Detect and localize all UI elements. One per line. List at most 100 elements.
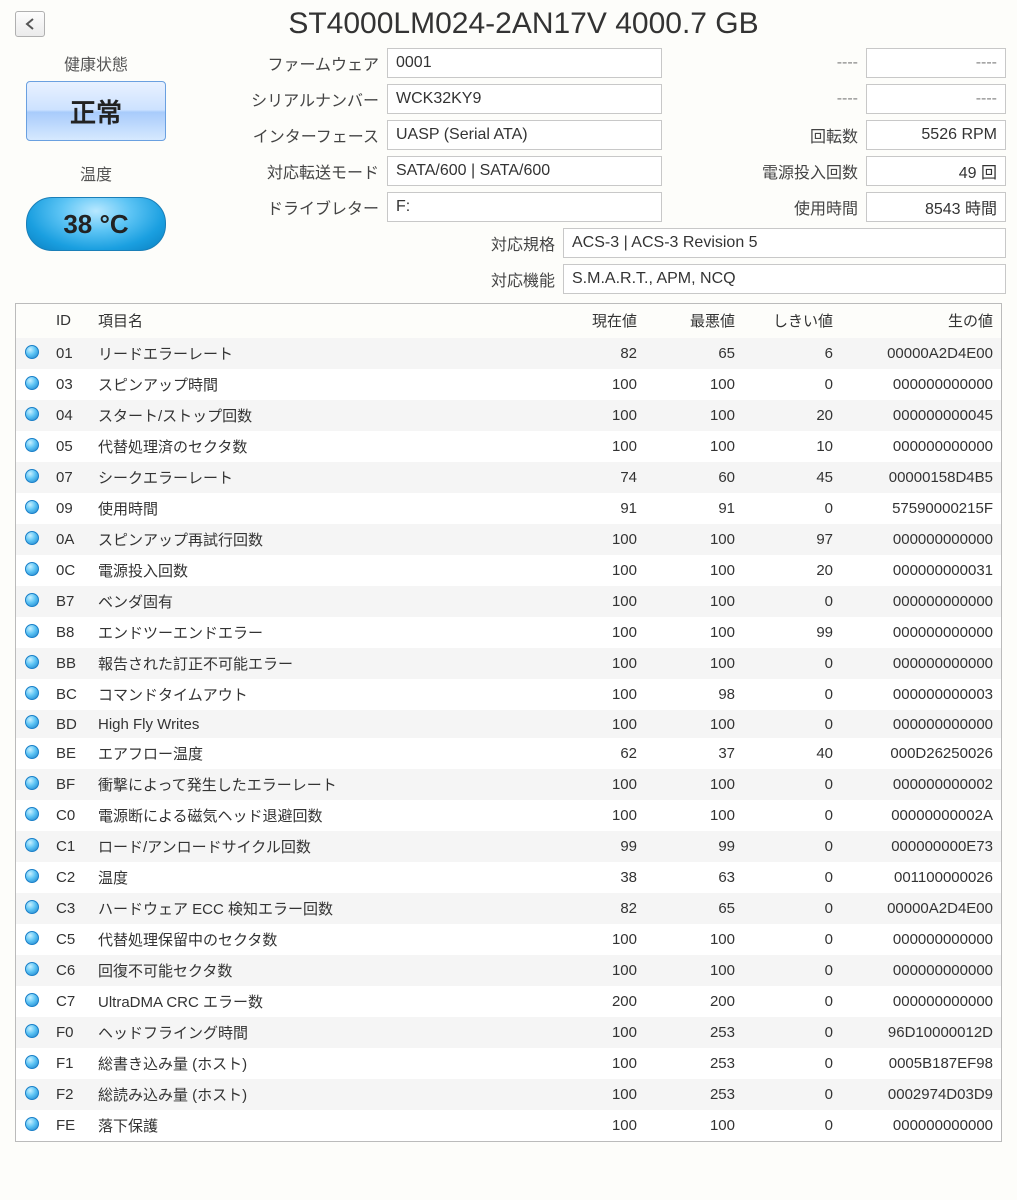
cell-current: 82 xyxy=(547,893,645,924)
table-header-row: ID 項目名 現在値 最悪値 しきい値 生の値 xyxy=(16,304,1001,338)
status-led-icon xyxy=(25,838,39,852)
cell-current: 91 xyxy=(547,493,645,524)
cell-name: エンドツーエンドエラー xyxy=(90,617,547,648)
table-row[interactable]: 0Aスピンアップ再試行回数10010097000000000000 xyxy=(16,524,1001,555)
table-row[interactable]: F0ヘッドフライング時間100253096D10000012D xyxy=(16,1017,1001,1048)
cell-id: B8 xyxy=(48,617,90,648)
cell-worst: 100 xyxy=(645,400,743,431)
table-row[interactable]: C2温度38630001100000026 xyxy=(16,862,1001,893)
cell-threshold: 20 xyxy=(743,400,841,431)
info-panel: 健康状態 正常 温度 38 °C ファームウェア 0001 ---- ---- … xyxy=(5,43,1012,301)
table-row[interactable]: B7ベンダ固有1001000000000000000 xyxy=(16,586,1001,617)
cell-raw: 000000000031 xyxy=(841,555,1001,586)
status-led-icon xyxy=(25,962,39,976)
cell-current: 100 xyxy=(547,369,645,400)
cell-raw: 000000000000 xyxy=(841,648,1001,679)
smart-table: ID 項目名 現在値 最悪値 しきい値 生の値 01リードエラーレート82656… xyxy=(16,304,1001,1141)
table-row[interactable]: C5代替処理保留中のセクタ数1001000000000000000 xyxy=(16,924,1001,955)
firmware-value[interactable]: 0001 xyxy=(387,48,662,78)
serial-value[interactable]: WCK32KY9 xyxy=(387,84,662,114)
cell-id: 03 xyxy=(48,369,90,400)
cell-current: 100 xyxy=(547,1079,645,1110)
table-row[interactable]: BF衝撃によって発生したエラーレート1001000000000000002 xyxy=(16,769,1001,800)
table-row[interactable]: 07シークエラーレート74604500000158D4B5 xyxy=(16,462,1001,493)
table-row[interactable]: C3ハードウェア ECC 検知エラー回数8265000000A2D4E00 xyxy=(16,893,1001,924)
features-value[interactable]: S.M.A.R.T., APM, NCQ xyxy=(563,264,1006,294)
cell-raw: 001100000026 xyxy=(841,862,1001,893)
status-led-icon xyxy=(25,1117,39,1131)
cell-raw: 000000000000 xyxy=(841,586,1001,617)
status-led-icon xyxy=(25,715,39,729)
cell-raw: 000000000000 xyxy=(841,710,1001,738)
transfer-value[interactable]: SATA/600 | SATA/600 xyxy=(387,156,662,186)
poh-value[interactable]: 8543 時間 xyxy=(866,192,1006,222)
cell-current: 100 xyxy=(547,769,645,800)
standard-value[interactable]: ACS-3 | ACS-3 Revision 5 xyxy=(563,228,1006,258)
status-led-icon xyxy=(25,993,39,1007)
col-current[interactable]: 現在値 xyxy=(547,304,645,338)
cell-id: B7 xyxy=(48,586,90,617)
letter-value[interactable]: F: xyxy=(387,192,662,222)
table-row[interactable]: C1ロード/アンロードサイクル回数99990000000000E73 xyxy=(16,831,1001,862)
col-worst[interactable]: 最悪値 xyxy=(645,304,743,338)
cell-id: BE xyxy=(48,738,90,769)
firmware-label: ファームウェア xyxy=(187,51,379,75)
cell-id: C6 xyxy=(48,955,90,986)
poc-value[interactable]: 49 回 xyxy=(866,156,1006,186)
cell-threshold: 97 xyxy=(743,524,841,555)
cell-worst: 100 xyxy=(645,955,743,986)
blank2-value[interactable]: ---- xyxy=(866,84,1006,114)
status-led-icon xyxy=(25,869,39,883)
blank1-value[interactable]: ---- xyxy=(866,48,1006,78)
cell-raw: 000000000045 xyxy=(841,400,1001,431)
col-threshold[interactable]: しきい値 xyxy=(743,304,841,338)
table-row[interactable]: 05代替処理済のセクタ数10010010000000000000 xyxy=(16,431,1001,462)
table-row[interactable]: C7UltraDMA CRC エラー数2002000000000000000 xyxy=(16,986,1001,1017)
cell-raw: 00000158D4B5 xyxy=(841,462,1001,493)
table-row[interactable]: F2総読み込み量 (ホスト)10025300002974D03D9 xyxy=(16,1079,1001,1110)
col-id[interactable]: ID xyxy=(48,304,90,338)
status-led-icon xyxy=(25,624,39,638)
col-name[interactable]: 項目名 xyxy=(90,304,547,338)
col-raw[interactable]: 生の値 xyxy=(841,304,1001,338)
temp-badge[interactable]: 38 °C xyxy=(26,197,166,251)
table-row[interactable]: 04スタート/ストップ回数10010020000000000045 xyxy=(16,400,1001,431)
cell-id: F2 xyxy=(48,1079,90,1110)
cell-raw: 000000000000 xyxy=(841,1110,1001,1141)
table-row[interactable]: BB報告された訂正不可能エラー1001000000000000000 xyxy=(16,648,1001,679)
cell-id: C5 xyxy=(48,924,90,955)
table-row[interactable]: C0電源断による磁気ヘッド退避回数100100000000000002A xyxy=(16,800,1001,831)
cell-current: 100 xyxy=(547,1110,645,1141)
cell-worst: 60 xyxy=(645,462,743,493)
cell-id: 0C xyxy=(48,555,90,586)
table-row[interactable]: BDHigh Fly Writes1001000000000000000 xyxy=(16,710,1001,738)
table-row[interactable]: 09使用時間9191057590000215F xyxy=(16,493,1001,524)
drive-title: ST4000LM024-2AN17V 4000.7 GB xyxy=(45,7,1002,41)
table-row[interactable]: 01リードエラーレート8265600000A2D4E00 xyxy=(16,338,1001,370)
blank2-label: ---- xyxy=(670,90,858,108)
table-row[interactable]: BCコマンドタイムアウト100980000000000003 xyxy=(16,679,1001,710)
table-row[interactable]: FE落下保護1001000000000000000 xyxy=(16,1110,1001,1141)
cell-threshold: 6 xyxy=(743,338,841,370)
status-led-icon xyxy=(25,931,39,945)
back-button[interactable] xyxy=(15,11,45,37)
table-row[interactable]: B8エンドツーエンドエラー10010099000000000000 xyxy=(16,617,1001,648)
table-row[interactable]: C6回復不可能セクタ数1001000000000000000 xyxy=(16,955,1001,986)
cell-current: 100 xyxy=(547,400,645,431)
cell-raw: 000D26250026 xyxy=(841,738,1001,769)
cell-worst: 100 xyxy=(645,586,743,617)
cell-worst: 100 xyxy=(645,710,743,738)
table-row[interactable]: BEエアフロー温度623740000D26250026 xyxy=(16,738,1001,769)
cell-name: 使用時間 xyxy=(90,493,547,524)
table-row[interactable]: 0C電源投入回数10010020000000000031 xyxy=(16,555,1001,586)
cell-name: 電源断による磁気ヘッド退避回数 xyxy=(90,800,547,831)
table-row[interactable]: 03スピンアップ時間1001000000000000000 xyxy=(16,369,1001,400)
health-badge[interactable]: 正常 xyxy=(26,81,166,141)
status-led-icon xyxy=(25,562,39,576)
blank1-label: ---- xyxy=(670,54,858,72)
interface-value[interactable]: UASP (Serial ATA) xyxy=(387,120,662,150)
rpm-value[interactable]: 5526 RPM xyxy=(866,120,1006,150)
cell-raw: 00000000002A xyxy=(841,800,1001,831)
table-row[interactable]: F1総書き込み量 (ホスト)10025300005B187EF98 xyxy=(16,1048,1001,1079)
cell-name: コマンドタイムアウト xyxy=(90,679,547,710)
